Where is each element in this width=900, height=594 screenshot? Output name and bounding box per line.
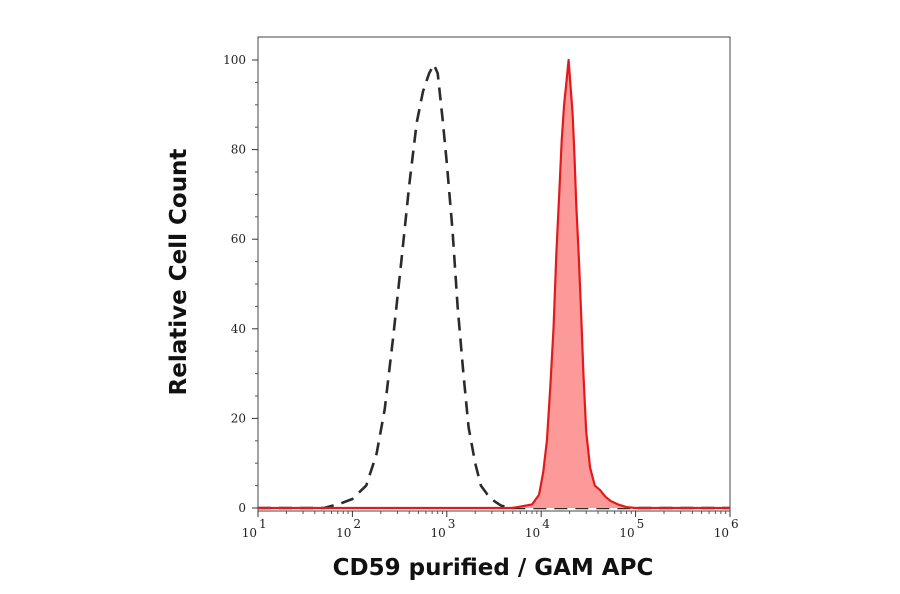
plot-frame bbox=[257, 36, 731, 512]
series-1-line bbox=[258, 58, 730, 510]
x-tick-label-4: 10 bbox=[619, 526, 634, 540]
series-layer bbox=[258, 58, 730, 510]
y-tick-label-5: 100 bbox=[223, 53, 246, 67]
x-tick-exponent-4: 5 bbox=[637, 517, 645, 531]
y-tick-label-4: 80 bbox=[231, 143, 246, 157]
y-tick-label-2: 40 bbox=[231, 322, 246, 336]
y-tick-label-3: 60 bbox=[231, 232, 246, 246]
x-tick-exponent-3: 4 bbox=[542, 517, 550, 531]
y-axis: 0 20 40 60 80 100 bbox=[223, 53, 258, 515]
y-tick-label-1: 20 bbox=[231, 411, 246, 425]
x-tick-exponent-5: 6 bbox=[731, 517, 739, 531]
y-axis-title: Relative Cell Count bbox=[166, 149, 192, 396]
x-tick-label-0: 10 bbox=[242, 526, 257, 540]
x-tick-label-5: 10 bbox=[714, 526, 729, 540]
x-tick-exponent-2: 3 bbox=[448, 517, 456, 531]
x-tick-exponent-1: 2 bbox=[353, 517, 361, 531]
x-tick-exponent-0: 1 bbox=[259, 517, 267, 531]
x-tick-label-3: 10 bbox=[525, 526, 540, 540]
y-tick-label-0: 0 bbox=[238, 501, 246, 515]
x-tick-label-1: 10 bbox=[336, 526, 351, 540]
series-1-area bbox=[258, 60, 730, 508]
x-tick-label-2: 10 bbox=[431, 526, 446, 540]
x-axis-title: CD59 purified / GAM APC bbox=[333, 555, 654, 581]
series-0-line bbox=[258, 63, 730, 510]
